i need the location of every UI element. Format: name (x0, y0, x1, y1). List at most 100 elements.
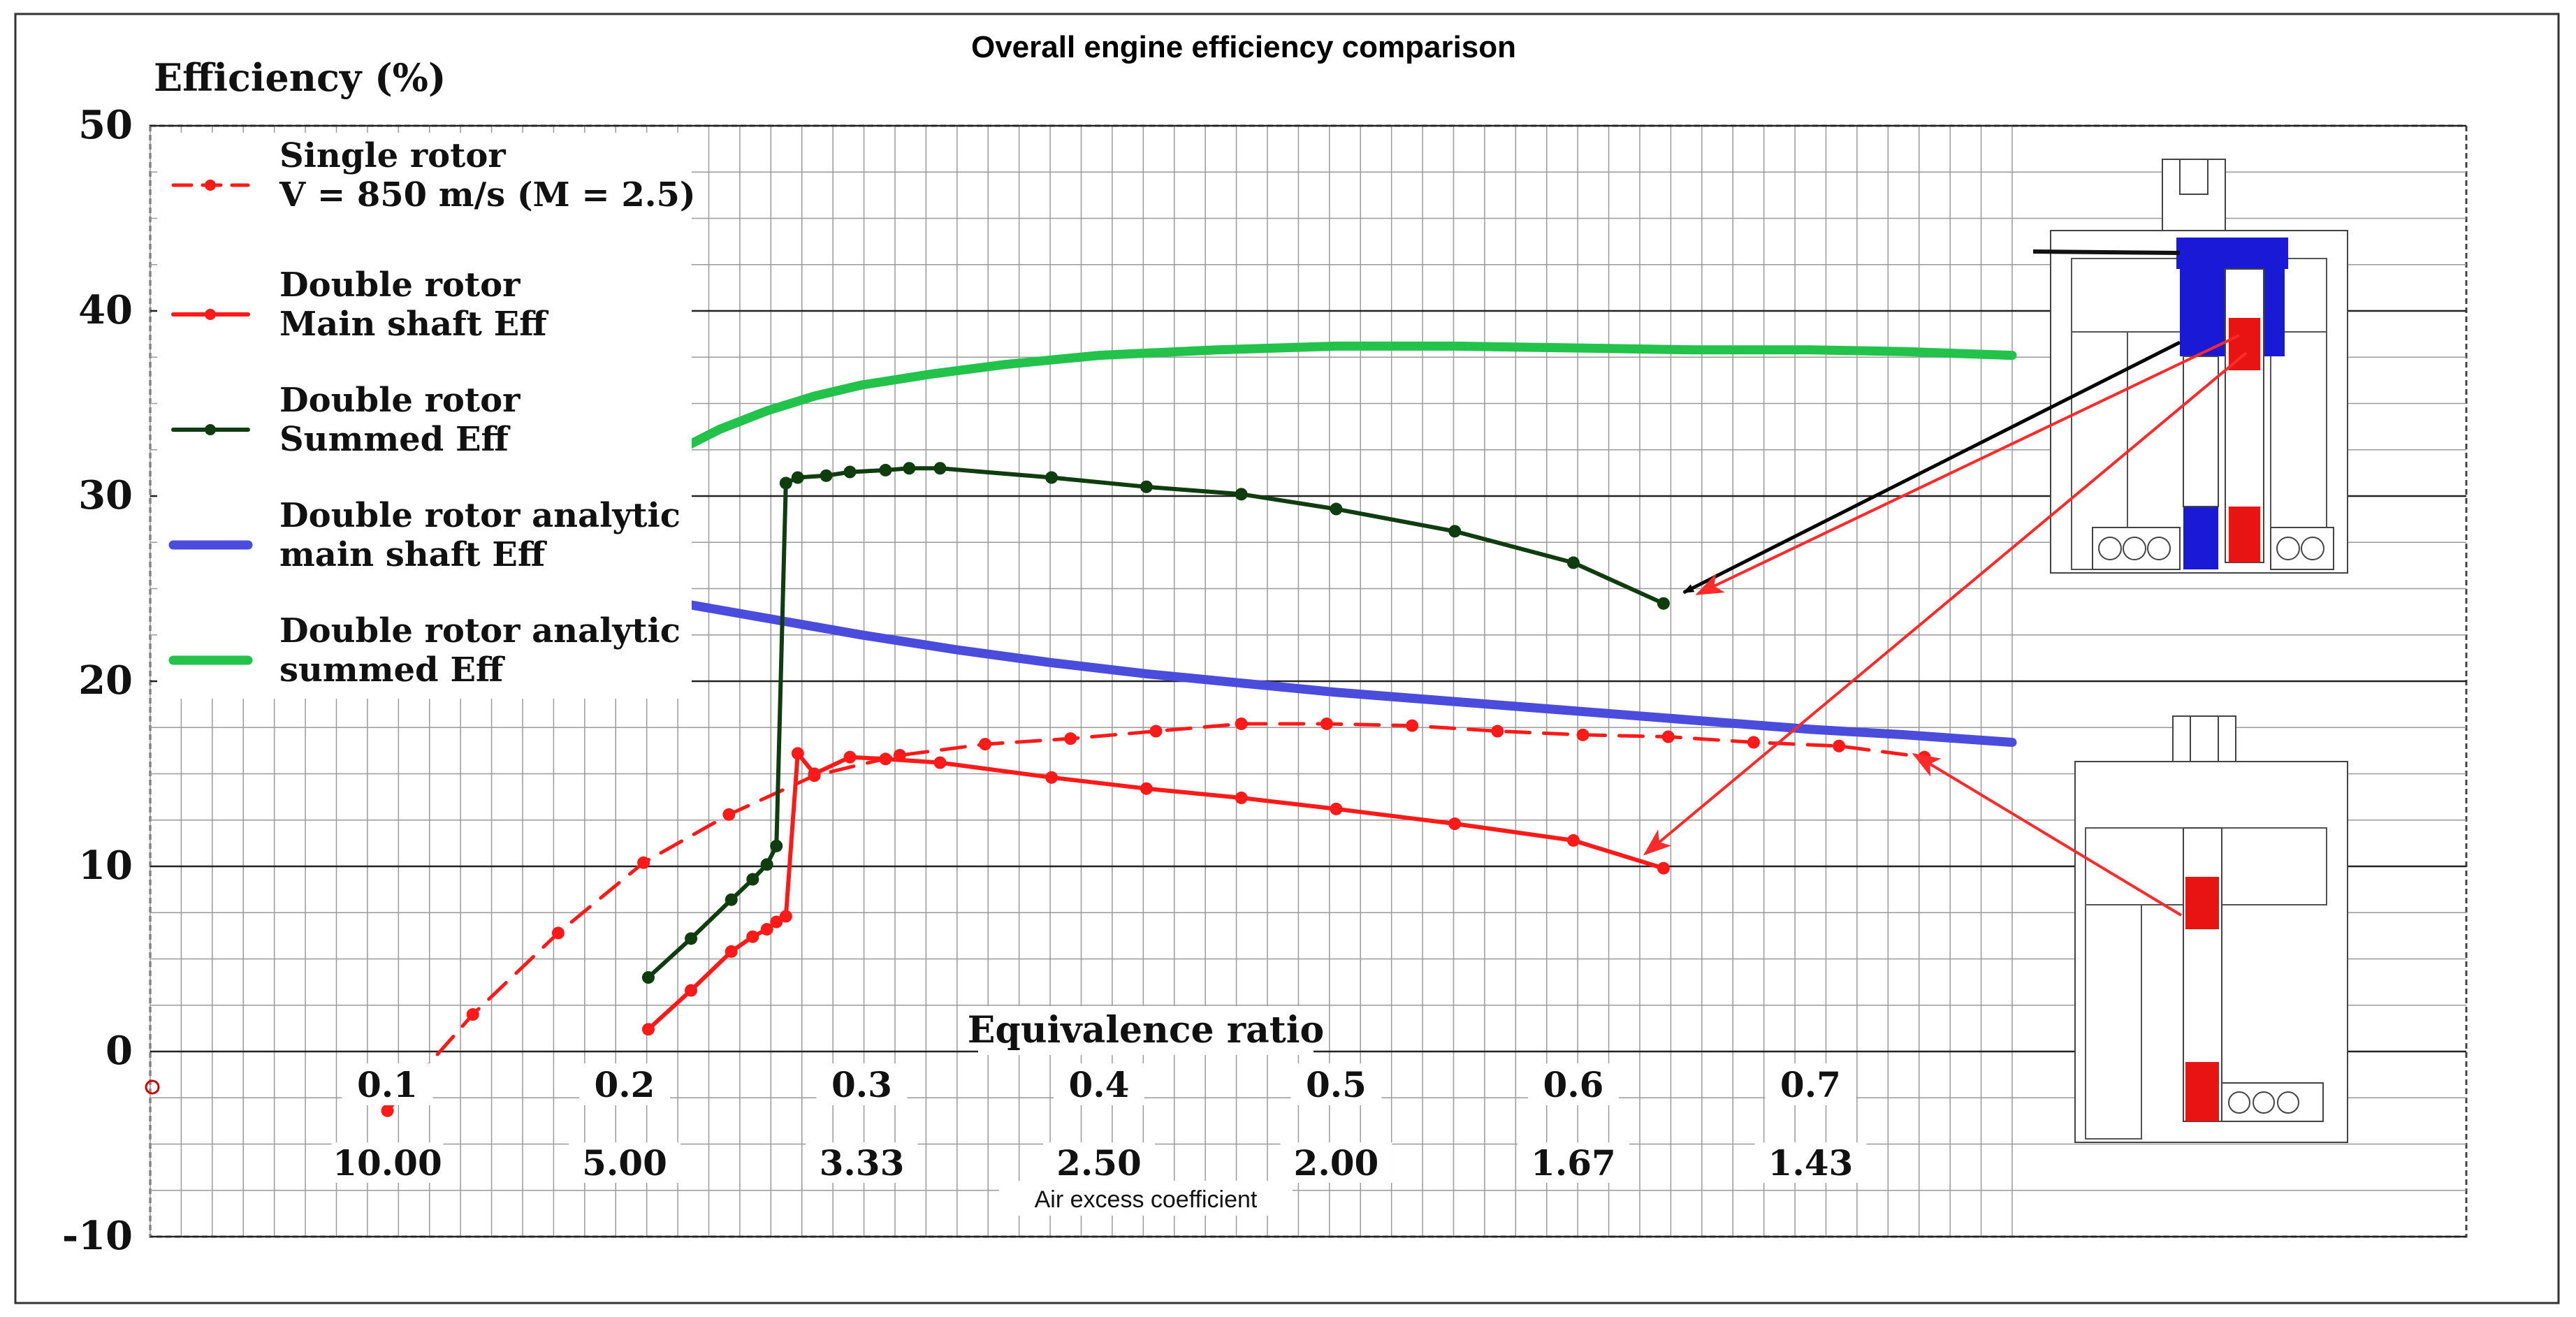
legend-label-line1: Single rotor (279, 136, 506, 175)
data-point (685, 984, 698, 997)
data-point (1448, 817, 1462, 831)
x-tick-lambda: 1.43 (1768, 1142, 1854, 1184)
x-tick-lambda: 1.67 (1531, 1142, 1616, 1184)
data-point (1140, 782, 1153, 795)
data-point (1406, 719, 1419, 732)
chart-title: Overall engine efficiency comparison (971, 30, 1516, 64)
data-point (1045, 771, 1058, 784)
data-point (760, 858, 773, 871)
data-point (1064, 732, 1077, 745)
y-tick-label: 50 (78, 102, 133, 148)
data-point (903, 462, 916, 475)
legend-label-line2: summed Eff (279, 650, 505, 690)
x-tick-lambda: 10.00 (333, 1142, 442, 1184)
data-point (933, 462, 947, 475)
y-axis-label: Efficiency (%) (154, 55, 446, 100)
legend-box (157, 133, 692, 699)
data-point (637, 856, 650, 869)
series-line (667, 597, 2017, 747)
data-point (725, 893, 738, 906)
data-point (1448, 525, 1462, 538)
data-point (1576, 728, 1589, 741)
y-tick-label: 40 (78, 287, 133, 333)
x-tick-bg (1290, 1063, 1382, 1105)
data-point (746, 930, 759, 943)
x-tick-phi: 0.3 (831, 1064, 892, 1105)
data-point (1657, 861, 1670, 875)
annotation-arrows (1643, 334, 2248, 917)
data-point (1833, 739, 1846, 752)
data-point (843, 465, 857, 479)
x-axis-label-top: Equivalence ratio (968, 1009, 1325, 1052)
data-point (381, 1104, 394, 1117)
x-tick-bg (1754, 1142, 1867, 1183)
data-point (843, 750, 857, 764)
origin-marker (145, 1079, 160, 1095)
data-point (1661, 730, 1675, 743)
data-point (1320, 717, 1333, 730)
data-point (551, 926, 565, 940)
data-point (979, 738, 992, 751)
legend-label-line2: main shaft Eff (279, 535, 547, 574)
y-tick-label: 10 (78, 843, 133, 889)
legend-label-line2: Summed Eff (279, 420, 511, 459)
legend-marker (205, 180, 216, 191)
arrow-main-red (1643, 351, 2248, 856)
x-label-bottom-bg (999, 1181, 1293, 1216)
rotor-schematic-bottom (2074, 715, 2348, 1143)
x-tick-bg (342, 1063, 433, 1105)
x-tick-bg (568, 1142, 681, 1183)
data-point (1566, 834, 1580, 847)
data-point (641, 1023, 655, 1036)
x-label-top-bg (978, 1006, 1314, 1055)
data-point (1045, 471, 1058, 484)
x-tick-bg (1053, 1063, 1144, 1105)
x-tick-lambda: 2.50 (1056, 1142, 1142, 1184)
arrow-summed-red (1695, 334, 2240, 595)
legend-label-line1: Double rotor (279, 381, 521, 420)
data-point (779, 910, 792, 923)
data-point (1491, 725, 1504, 738)
y-tick-label: -10 (62, 1213, 133, 1259)
data-point (1235, 488, 1248, 501)
x-tick-bg (1765, 1063, 1856, 1105)
x-tick-phi: 0.7 (1780, 1064, 1841, 1105)
x-tick-phi: 0.5 (1306, 1064, 1367, 1105)
data-point (820, 469, 833, 482)
data-point (1566, 556, 1580, 569)
x-tick-labels: 0.1 10.00 0.2 5.00 0.3 3.33 0.4 2.50 0.5 2.00 0.6 1… (331, 1063, 1867, 1184)
x-tick-bg (1042, 1142, 1155, 1183)
arrow-single-red (1912, 752, 2183, 917)
legend-label-line2: V = 850 m/s (M = 2.5) (279, 175, 696, 214)
data-point (641, 971, 655, 984)
x-tick-bg (331, 1142, 444, 1183)
data-point (1140, 480, 1153, 493)
data-point (1235, 717, 1248, 730)
data-point (1235, 791, 1248, 804)
x-tick-bg (1517, 1142, 1629, 1183)
data-point (722, 808, 736, 821)
data-point (685, 932, 698, 945)
data-point (770, 915, 783, 929)
x-tick-bg (1280, 1142, 1392, 1183)
legend-label-line1: Double rotor analytic (279, 611, 681, 650)
x-tick-bg (806, 1142, 918, 1183)
x-tick-phi: 0.2 (594, 1064, 655, 1105)
arrow-summed-black (1682, 340, 2181, 595)
series-layer (381, 341, 2017, 1117)
data-point (1330, 502, 1343, 516)
data-point (879, 752, 892, 766)
legend-label-line1: Double rotor (279, 265, 521, 305)
data-point (1149, 725, 1163, 738)
data-point (725, 945, 738, 958)
data-point (791, 747, 804, 760)
data-point (879, 463, 892, 476)
data-point (808, 767, 821, 780)
data-point (933, 756, 947, 769)
data-point (1747, 736, 1760, 749)
x-tick-bg (1527, 1063, 1619, 1105)
x-tick-lambda: 5.00 (582, 1142, 667, 1184)
x-tick-bg (578, 1063, 670, 1105)
